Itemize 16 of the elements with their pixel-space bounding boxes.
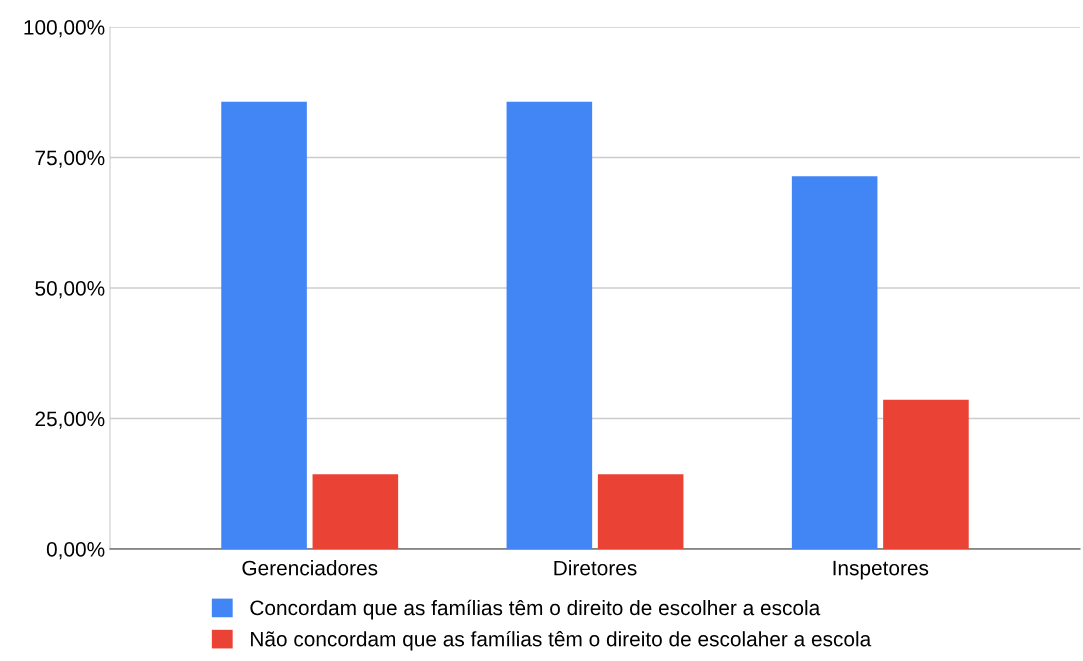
legend-label: Não concordam que as famílias têm o direito de escolaher a escola	[251, 630, 872, 651]
x-tick-label: Inspetores	[833, 560, 929, 580]
y-tick-label: 50,00%	[35, 281, 105, 299]
bar	[883, 399, 969, 549]
bar	[506, 101, 593, 549]
bar	[597, 474, 684, 549]
bar	[312, 474, 399, 549]
legend-label: Concordam que as famílias têm o direito de escolher a escola	[250, 599, 821, 620]
bar	[791, 176, 878, 549]
x-tick-label: Gerenciadores	[242, 560, 378, 576]
y-tick-label: 25,00%	[35, 411, 105, 429]
bar	[221, 101, 307, 549]
y-tick-label: 100,00%	[24, 20, 105, 38]
y-tick-label: 0,00%	[46, 542, 105, 560]
x-tick-label: Diretores	[554, 560, 637, 576]
y-tick-label: 75,00%	[35, 150, 105, 168]
